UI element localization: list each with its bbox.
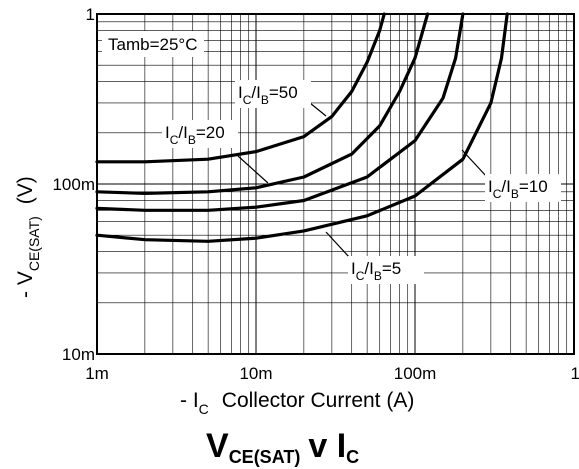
series-label-part: =5 [382, 259, 401, 278]
x-axis-label: - IC Collector Current (A) [180, 389, 414, 417]
label-leader-3 [325, 231, 351, 259]
label-leader-2 [461, 149, 488, 178]
series-label-part: C [356, 269, 365, 283]
x-tick-label: 1 [571, 364, 579, 383]
series-label-part: I [165, 123, 170, 142]
series-label-part: I [488, 177, 493, 196]
series-label-bg-1 [162, 120, 238, 148]
x-axis-label-text: Collector Current (A) [222, 389, 415, 412]
title-main: V [206, 427, 229, 465]
title-sub2: C [346, 447, 359, 467]
series-label-0: IC/IB=50 [238, 83, 298, 107]
series-label-part: C [493, 187, 502, 201]
plot-frame [96, 13, 575, 355]
curves [95, 12, 509, 243]
series-line-2 [95, 12, 465, 212]
series-label-part: /I [251, 83, 260, 102]
series-label-3: IC/IB=5 [351, 259, 401, 283]
series-label-bg-0 [235, 80, 311, 108]
series-line-1 [95, 12, 430, 195]
y-axis-label-prefix: - V [14, 271, 37, 298]
series-label-part: =10 [519, 177, 548, 196]
annotation: Tamb=25°C [108, 35, 197, 54]
series-label-bg-2 [485, 174, 561, 202]
series-line-3 [95, 12, 509, 243]
series-label-part: B [261, 93, 269, 107]
label-leader-0 [309, 102, 327, 117]
x-tick-label: 1m [85, 364, 109, 383]
series-line-0 [95, 12, 386, 164]
series-label-part: /I [178, 123, 187, 142]
series-label-part: B [374, 269, 382, 283]
series-label-part: /I [501, 177, 510, 196]
series-label-part: B [511, 187, 519, 201]
y-tick-label: 10m [62, 345, 95, 364]
x-tick-label: 100m [394, 364, 437, 383]
series-label-part: /I [364, 259, 373, 278]
x-axis-label-prefix: - I [180, 389, 199, 412]
x-axis-label-sub: C [199, 401, 209, 417]
series-label-bg-3 [348, 256, 424, 284]
series-label-part: I [351, 259, 356, 278]
y-tick-label: 100m [52, 175, 95, 194]
title-sub: CE(SAT) [229, 447, 301, 467]
annotation-box [102, 31, 204, 57]
series-label-part: I [238, 83, 243, 102]
series-label-part: B [188, 133, 196, 147]
y-tick-label: 1 [86, 5, 95, 24]
series-label-part: C [243, 93, 252, 107]
title-rest: v I [308, 427, 346, 465]
y-axis-label: - VCE(SAT) (V) [14, 176, 42, 298]
y-axis-label-text: (V) [14, 176, 37, 204]
y-axis-label-sub: CE(SAT) [26, 216, 42, 271]
series-label-2: IC/IB=10 [488, 177, 548, 201]
chart-title: VCE(SAT) v IC [206, 427, 359, 467]
series-label-part: C [170, 133, 179, 147]
series-label-part: =50 [269, 83, 298, 102]
label-leader-1 [237, 155, 269, 184]
series-label-part: =20 [196, 123, 225, 142]
series-label-1: IC/IB=20 [165, 123, 225, 147]
x-tick-label: 10m [239, 364, 272, 383]
